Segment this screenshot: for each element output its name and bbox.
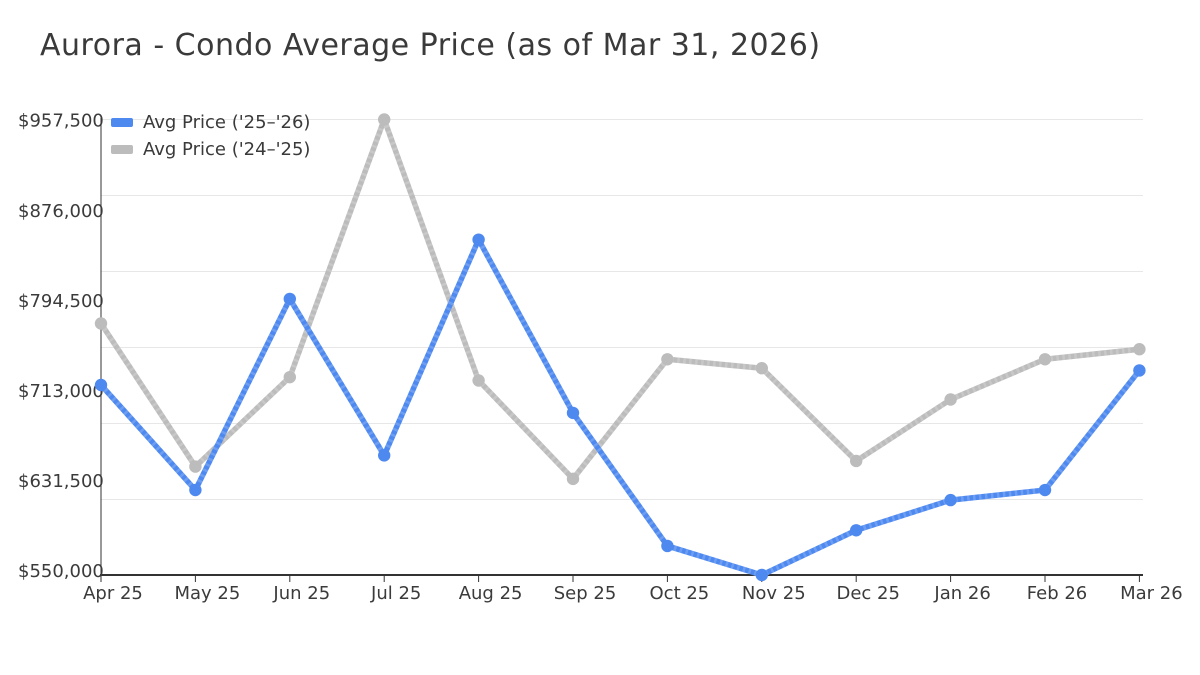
y-axis-label: $713,000 bbox=[18, 381, 104, 402]
legend-label-25-26: Avg Price ('25–'26) bbox=[143, 112, 311, 133]
series-line-texture bbox=[98, 233, 1142, 578]
x-axis-label-jun-25: Jun 25 bbox=[272, 583, 330, 604]
data-point-jun-25 bbox=[283, 292, 296, 306]
data-point-jan-26 bbox=[944, 393, 957, 406]
data-point-jun-25 bbox=[283, 370, 296, 384]
data-point-feb-26 bbox=[1038, 353, 1052, 366]
x-axis-label-sep-25: Sep 25 bbox=[554, 583, 617, 604]
data-point-aug-25 bbox=[472, 233, 485, 246]
y-axis-label: $550,000 bbox=[18, 561, 104, 582]
data-point-nov-25 bbox=[755, 568, 768, 582]
y-axis-label: $794,500 bbox=[18, 291, 104, 312]
x-axis-label-dec-25: Dec 25 bbox=[836, 583, 899, 604]
y-axis-labels: $957,500 $876,000 $794,500 $713,000 $631,500… bbox=[18, 111, 104, 583]
series-avg-price-25-26 bbox=[94, 233, 1146, 582]
x-axis-label-nov-25: Nov 25 bbox=[742, 583, 806, 604]
data-point-jul-25 bbox=[378, 449, 391, 462]
chart-title: Aurora - Condo Average Price (as of Mar … bbox=[40, 28, 821, 63]
x-axis-label-jul-25: Jul 25 bbox=[370, 583, 421, 604]
x-axis-label-aug-25: Aug 25 bbox=[459, 583, 523, 604]
data-point-jan-26 bbox=[944, 493, 957, 507]
y-axis-label: $631,500 bbox=[18, 471, 104, 492]
data-point-feb-26 bbox=[1038, 483, 1052, 497]
y-axis-label: $876,000 bbox=[18, 201, 104, 222]
data-point-apr-25 bbox=[94, 378, 108, 392]
data-point-oct-25 bbox=[661, 539, 674, 553]
data-point-aug-25 bbox=[472, 374, 485, 387]
data-point-jul-25 bbox=[378, 113, 391, 126]
x-axis-label-oct-25: Oct 25 bbox=[650, 583, 710, 604]
legend-item-avg-price-24-25[interactable]: Avg Price ('24–'25) bbox=[111, 136, 310, 163]
series-line-texture bbox=[98, 111, 1140, 484]
gridlines bbox=[101, 119, 1143, 500]
series-line bbox=[98, 116, 1143, 482]
data-point-may-25 bbox=[189, 483, 202, 497]
legend-label-24-25: Avg Price ('24–'25) bbox=[143, 139, 311, 160]
legend: Avg Price ('25–'26) Avg Price ('24–'25) bbox=[111, 109, 310, 163]
data-point-sep-25 bbox=[566, 472, 580, 486]
y-axis-label: $957,500 bbox=[18, 111, 104, 132]
data-point-may-25 bbox=[189, 460, 202, 473]
data-point-oct-25 bbox=[661, 353, 674, 366]
x-axis-label-feb-26: Feb 26 bbox=[1027, 583, 1088, 604]
data-point-sep-25 bbox=[566, 406, 580, 420]
series-avg-price-24-25 bbox=[94, 111, 1146, 486]
data-point-dec-25 bbox=[850, 454, 863, 468]
x-axis-label-may-25: May 25 bbox=[174, 583, 240, 604]
legend-item-avg-price-25-26[interactable]: Avg Price ('25–'26) bbox=[111, 109, 310, 136]
data-point-nov-25 bbox=[755, 362, 768, 375]
legend-swatch-25-26-icon bbox=[111, 118, 133, 127]
x-axis-label-apr-25: Apr 25 bbox=[83, 583, 143, 604]
x-axis-label-mar-26: Mar 26 bbox=[1120, 583, 1183, 604]
data-point-dec-25 bbox=[850, 524, 863, 537]
legend-swatch-24-25-icon bbox=[111, 145, 133, 154]
data-point-apr-25 bbox=[94, 317, 108, 330]
series-line bbox=[98, 236, 1143, 578]
x-axis-labels: Apr 25 May 25 Jun 25 Jul 25 Aug 25 Sep 25 Oct … bbox=[83, 583, 1183, 604]
x-axis-label-jan-26: Jan 26 bbox=[933, 583, 990, 604]
data-point-mar-26 bbox=[1133, 364, 1146, 377]
data-point-mar-26 bbox=[1133, 343, 1146, 356]
axes bbox=[100, 118, 1143, 582]
